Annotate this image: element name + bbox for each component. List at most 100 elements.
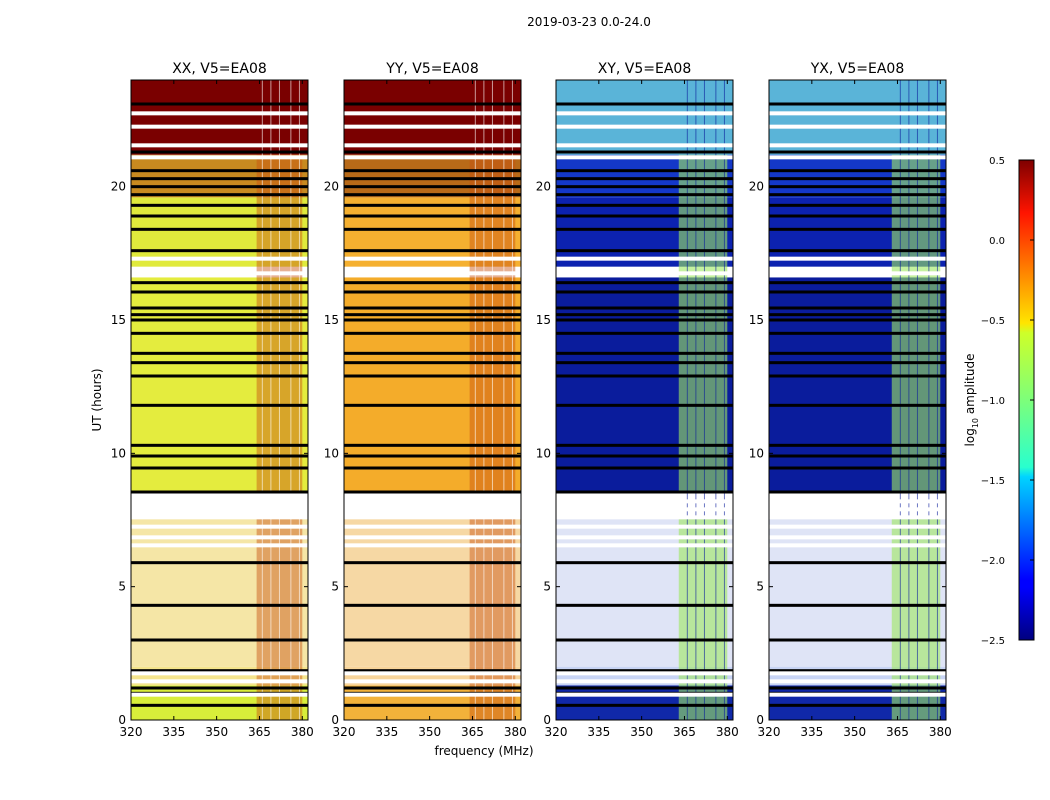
heatmap-band (344, 685, 521, 720)
flag-row-black (344, 638, 521, 642)
heatmap-band (131, 80, 308, 155)
flag-row-white (131, 155, 308, 160)
flag-row-black (131, 193, 308, 197)
flag-row-black (131, 169, 308, 173)
flag-row-white (556, 671, 733, 676)
x-tick-label: 320 (333, 725, 356, 739)
flag-row-white (344, 692, 521, 697)
flag-row-white (344, 535, 521, 540)
y-tick-label: 5 (118, 580, 126, 594)
panel-title: YX, V5=EA08 (810, 61, 905, 77)
y-tick-label: 20 (536, 180, 551, 194)
panel-title: XY, V5=EA08 (598, 61, 692, 77)
panel-frame (768, 79, 947, 721)
heatmap-band (131, 197, 308, 267)
flag-row-black (556, 290, 733, 294)
flag-row-black (556, 150, 733, 154)
flag-row-black (769, 177, 946, 181)
y-axis-label: UT (hours) (90, 368, 104, 431)
flag-row-black (769, 443, 946, 447)
flag-row-black (769, 227, 946, 231)
flag-row-black (556, 331, 733, 335)
flag-row-black (344, 313, 521, 317)
panel-frame (343, 79, 522, 721)
flag-row-black (131, 331, 308, 335)
flag-row-black (556, 403, 733, 407)
heatmap-band (344, 80, 521, 155)
flag-row-black (556, 466, 733, 470)
heatmap-band (131, 490, 308, 518)
flag-row-black (556, 249, 733, 253)
flag-row-black (344, 214, 521, 218)
flag-row-black (131, 313, 308, 317)
x-tick-label: 335 (800, 725, 823, 739)
flag-row-black (344, 193, 521, 197)
flag-row-black (769, 561, 946, 565)
flag-row-white (556, 155, 733, 160)
flag-row-black (556, 561, 733, 565)
flag-row-white (556, 256, 733, 261)
flag-row-white (344, 124, 521, 129)
x-tick-label: 320 (120, 725, 143, 739)
flag-row-black (131, 351, 308, 355)
figure-suptitle: 2019-03-23 0.0-24.0 (527, 15, 651, 29)
flag-row-black (131, 102, 308, 106)
colorbar-tick-label: −0.5 (981, 316, 1005, 327)
flag-row-white (344, 155, 521, 160)
colorbar-label: log10 amplitude (963, 354, 980, 447)
heatmap-band (556, 490, 733, 518)
colorbar-tick-label: −2.0 (981, 556, 1005, 567)
flag-row-white (556, 515, 733, 520)
flag-row-black (131, 361, 308, 365)
flag-row-black (556, 177, 733, 181)
x-tick-label: 350 (630, 725, 653, 739)
flag-row-black (769, 102, 946, 106)
flag-row-white (131, 671, 308, 676)
flag-row-black (131, 638, 308, 642)
flag-row-black (131, 403, 308, 407)
flag-row-white (769, 671, 946, 676)
flag-row-black (556, 374, 733, 378)
flag-row-black (344, 466, 521, 470)
panel-2: YY, V5=EA08 320 335 350 365 380 0 5 10 15 20 (324, 61, 527, 739)
flag-row-black (556, 227, 733, 231)
flag-row-black (131, 454, 308, 458)
flag-row-black (344, 203, 521, 207)
flag-row-black (556, 306, 733, 310)
flag-row-black (344, 306, 521, 310)
colorbar-label-log: log (963, 428, 977, 446)
flag-row-black (556, 193, 733, 197)
flag-row-black (769, 249, 946, 253)
flag-row-black (131, 443, 308, 447)
y-tick-label: 0 (118, 713, 126, 727)
flag-row-black (131, 490, 308, 494)
flag-row-black (769, 185, 946, 189)
flag-row-black (344, 490, 521, 494)
frequency-feature-band (891, 517, 941, 720)
x-tick-label: 380 (716, 725, 739, 739)
flag-row-black (556, 214, 733, 218)
y-tick-label: 10 (749, 446, 764, 460)
flag-row-white (344, 543, 521, 548)
flag-row-black (131, 150, 308, 154)
flag-row-black (131, 703, 308, 707)
flag-row-white (344, 271, 521, 276)
flag-row-black (344, 150, 521, 154)
flag-row-black (769, 638, 946, 642)
flag-row-black (344, 351, 521, 355)
flag-row-white (769, 271, 946, 276)
heatmap-band (131, 685, 308, 720)
flag-row-white (131, 543, 308, 548)
x-tick-label: 380 (291, 725, 314, 739)
panel-3: XY, V5=EA08 320 335 350 365 380 0 5 10 15 20 (536, 61, 739, 739)
colorbar-tick-label: 0.0 (989, 236, 1005, 247)
flag-row-black (131, 466, 308, 470)
flag-row-black (344, 703, 521, 707)
flag-row-black (344, 454, 521, 458)
flag-row-black (344, 169, 521, 173)
y-tick-label: 5 (756, 580, 764, 594)
flag-row-black (131, 177, 308, 181)
flag-row-black (344, 669, 521, 673)
x-axis-label: frequency (MHz) (434, 744, 533, 758)
flag-row-black (131, 290, 308, 294)
